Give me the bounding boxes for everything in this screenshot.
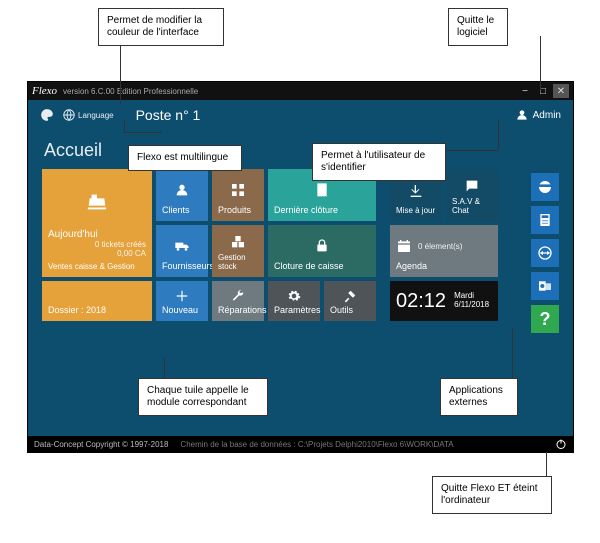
callout-line [540, 36, 541, 90]
teamviewer-icon[interactable] [531, 239, 559, 267]
globe-icon[interactable]: Language [62, 108, 114, 122]
callout-line [546, 452, 547, 476]
tile-clients-label: Clients [162, 205, 202, 215]
topbar: Language Poste n° 1 Admin [28, 100, 573, 130]
close-button[interactable]: ✕ [553, 84, 569, 98]
tile-gestion-stock-label: Gestion stock [218, 253, 258, 271]
callout-line [498, 120, 499, 150]
tile-parametres[interactable]: Paramètres [268, 281, 320, 321]
boxes-icon [218, 231, 258, 253]
tile-gestion-stock[interactable]: Gestion stock [212, 225, 264, 277]
callout-line [120, 40, 121, 104]
cash-register-icon [48, 175, 146, 229]
tile-derniere-cloture-label: Dernière clôture [274, 205, 370, 215]
tile-reparations-label: Réparations [218, 305, 258, 315]
person-icon [162, 175, 202, 205]
callout-line [164, 358, 165, 378]
palette-icon[interactable] [40, 108, 54, 122]
outlook-icon[interactable] [531, 272, 559, 300]
tile-sav-chat[interactable]: S.A.V & Chat [446, 169, 498, 221]
copyright-label: Data-Concept Copyright © 1997-2018 [34, 440, 168, 449]
tile-clients[interactable]: Clients [156, 169, 208, 221]
tile-clock: 02:12 Mardi 6/11/2018 [390, 281, 498, 321]
power-button[interactable] [555, 438, 567, 450]
clock-date: 6/11/2018 [454, 301, 489, 310]
lock-icon [274, 231, 370, 261]
language-label: Language [78, 111, 114, 120]
tile-agenda-items: 0 élement(s) [418, 242, 462, 251]
user-button[interactable]: Admin [515, 108, 561, 122]
wrench-icon [218, 287, 258, 305]
tile-today-line2: 0,00 CA [48, 249, 146, 258]
db-path-label: Chemin de la base de données : C:\Projet… [180, 440, 453, 449]
callout-line [512, 328, 513, 378]
titlebar: Flexo version 6.C.00 Edition Professionn… [28, 82, 573, 100]
maximize-button[interactable]: □ [535, 84, 551, 98]
tile-cloture-caisse[interactable]: Cloture de caisse [268, 225, 376, 277]
tile-outils[interactable]: Outils [324, 281, 376, 321]
clock-time: 02:12 [396, 290, 446, 313]
calculator-icon[interactable] [531, 206, 559, 234]
external-apps-sidebar: ? [531, 169, 559, 429]
tile-today-footer: Ventes caisse & Gestion [48, 262, 146, 271]
ie-icon[interactable] [531, 173, 559, 201]
poste-label: Poste n° 1 [136, 107, 201, 123]
tile-dossier-label: Dossier : 2018 [48, 305, 146, 315]
callout-color-interface: Permet de modifier la couleur de l'inter… [98, 8, 224, 46]
callout-multilingual: Flexo est multilingue [128, 145, 242, 171]
tile-cloture-caisse-label: Cloture de caisse [274, 261, 370, 271]
help-icon[interactable]: ? [531, 305, 559, 333]
tile-nouveau[interactable]: Nouveau [156, 281, 208, 321]
tile-fournisseurs-label: Fournisseurs [162, 261, 202, 271]
tile-grid: Aujourd'hui 0 tickets créés 0,00 CA Vent… [42, 169, 502, 429]
tile-outils-label: Outils [330, 305, 370, 315]
tile-today-line1: 0 tickets créés [48, 240, 146, 249]
callout-line [446, 150, 498, 151]
tile-mise-a-jour-label: Mise à jour [396, 206, 436, 215]
callout-user-identify: Permet à l'utilisateur de s'identifier [312, 143, 446, 181]
callout-line [124, 120, 125, 132]
truck-icon [162, 231, 202, 261]
tile-today-title: Aujourd'hui [48, 229, 146, 240]
callout-quit-app: Quitte le logiciel [448, 8, 508, 46]
tile-produits[interactable]: Produits [212, 169, 264, 221]
callout-external-apps: Applications externes [440, 378, 518, 416]
tile-nouveau-label: Nouveau [162, 305, 202, 315]
tile-parametres-label: Paramètres [274, 305, 314, 315]
tile-dossier[interactable]: Dossier : 2018 [42, 281, 152, 321]
chat-icon [452, 175, 492, 197]
tile-sav-chat-label: S.A.V & Chat [452, 197, 492, 215]
app-version: version 6.C.00 Edition Professionnelle [63, 87, 515, 96]
callout-line [124, 132, 162, 133]
callout-module-tile: Chaque tuile appelle le module correspon… [138, 378, 268, 416]
tools-icon [330, 287, 370, 305]
plus-icon [162, 287, 202, 305]
tile-produits-label: Produits [218, 205, 258, 215]
tile-reparations[interactable]: Réparations [212, 281, 264, 321]
tile-today[interactable]: Aujourd'hui 0 tickets créés 0,00 CA Vent… [42, 169, 152, 277]
user-name: Admin [533, 110, 561, 121]
tile-agenda-label: Agenda [396, 261, 492, 271]
statusbar: Data-Concept Copyright © 1997-2018 Chemi… [28, 436, 573, 452]
calendar-icon [396, 238, 412, 254]
tile-fournisseurs[interactable]: Fournisseurs [156, 225, 208, 277]
tile-agenda[interactable]: 0 élement(s) Agenda [390, 225, 498, 277]
app-brand: Flexo [32, 85, 57, 97]
gear-icon [274, 287, 314, 305]
callout-power-off: Quitte Flexo ET éteint l'ordinateur [432, 476, 552, 514]
minimize-button[interactable]: − [517, 84, 533, 98]
grid-icon [218, 175, 258, 205]
